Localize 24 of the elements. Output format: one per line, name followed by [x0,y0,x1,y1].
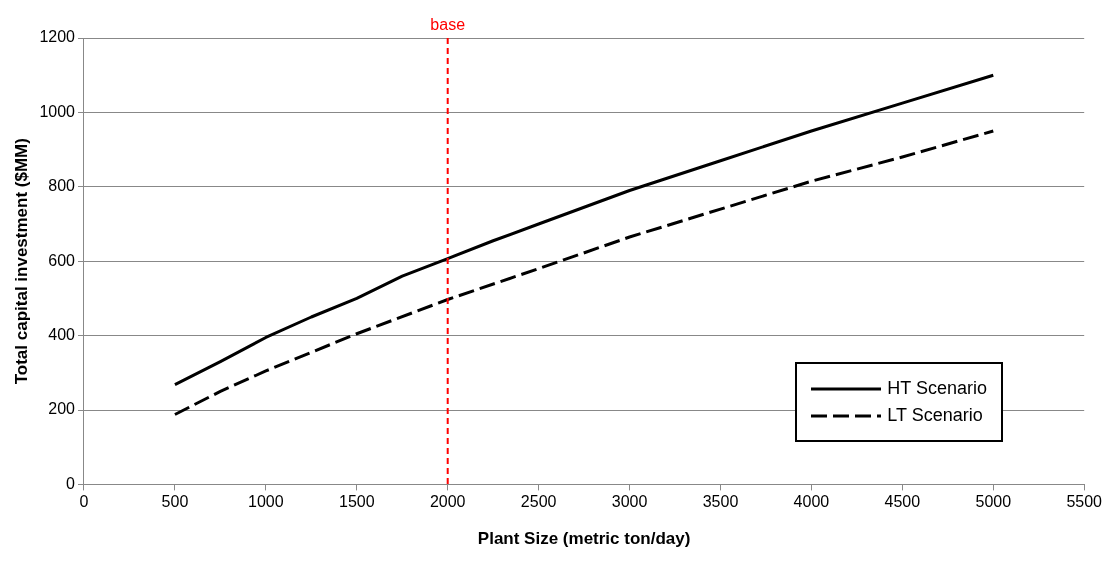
y-tick-label: 800 [48,177,76,195]
x-tick-label: 500 [161,493,189,511]
x-tick-label: 5000 [975,493,1012,511]
ref-line-label: base [430,16,466,34]
x-tick-label: 4500 [884,493,921,511]
x-tick-label: 4000 [793,493,830,511]
y-tick-label: 600 [48,251,76,269]
legend-label: LT Scenario [887,405,983,426]
x-tick-label: 0 [79,493,89,511]
x-tick-label: 5500 [1066,493,1103,511]
y-tick-label: 200 [48,400,76,418]
y-tick-label: 0 [66,474,76,492]
x-tick-label: 3000 [611,493,648,511]
x-axis-title: Plant Size (metric ton/day) [477,529,691,549]
y-tick-label: 1000 [39,102,76,120]
x-tick-label: 1500 [338,493,375,511]
x-tick-label: 1000 [248,493,284,511]
legend-label: HT Scenario [887,378,987,399]
x-tick-label: 3500 [702,493,739,511]
y-axis-title: Total capital investment ($MM) [11,138,31,385]
y-tick-label: 400 [48,326,76,344]
y-tick-label: 1200 [39,28,76,46]
x-tick-label: 2500 [520,493,557,511]
x-tick-label: 2000 [429,493,466,511]
